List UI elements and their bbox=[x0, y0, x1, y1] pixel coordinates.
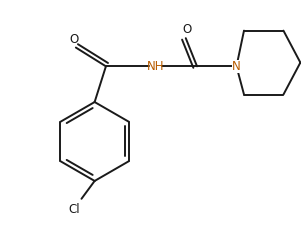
Text: NH: NH bbox=[147, 60, 165, 73]
Text: O: O bbox=[69, 33, 79, 46]
Text: O: O bbox=[182, 23, 191, 36]
Text: Cl: Cl bbox=[68, 203, 80, 216]
Text: N: N bbox=[232, 60, 241, 73]
